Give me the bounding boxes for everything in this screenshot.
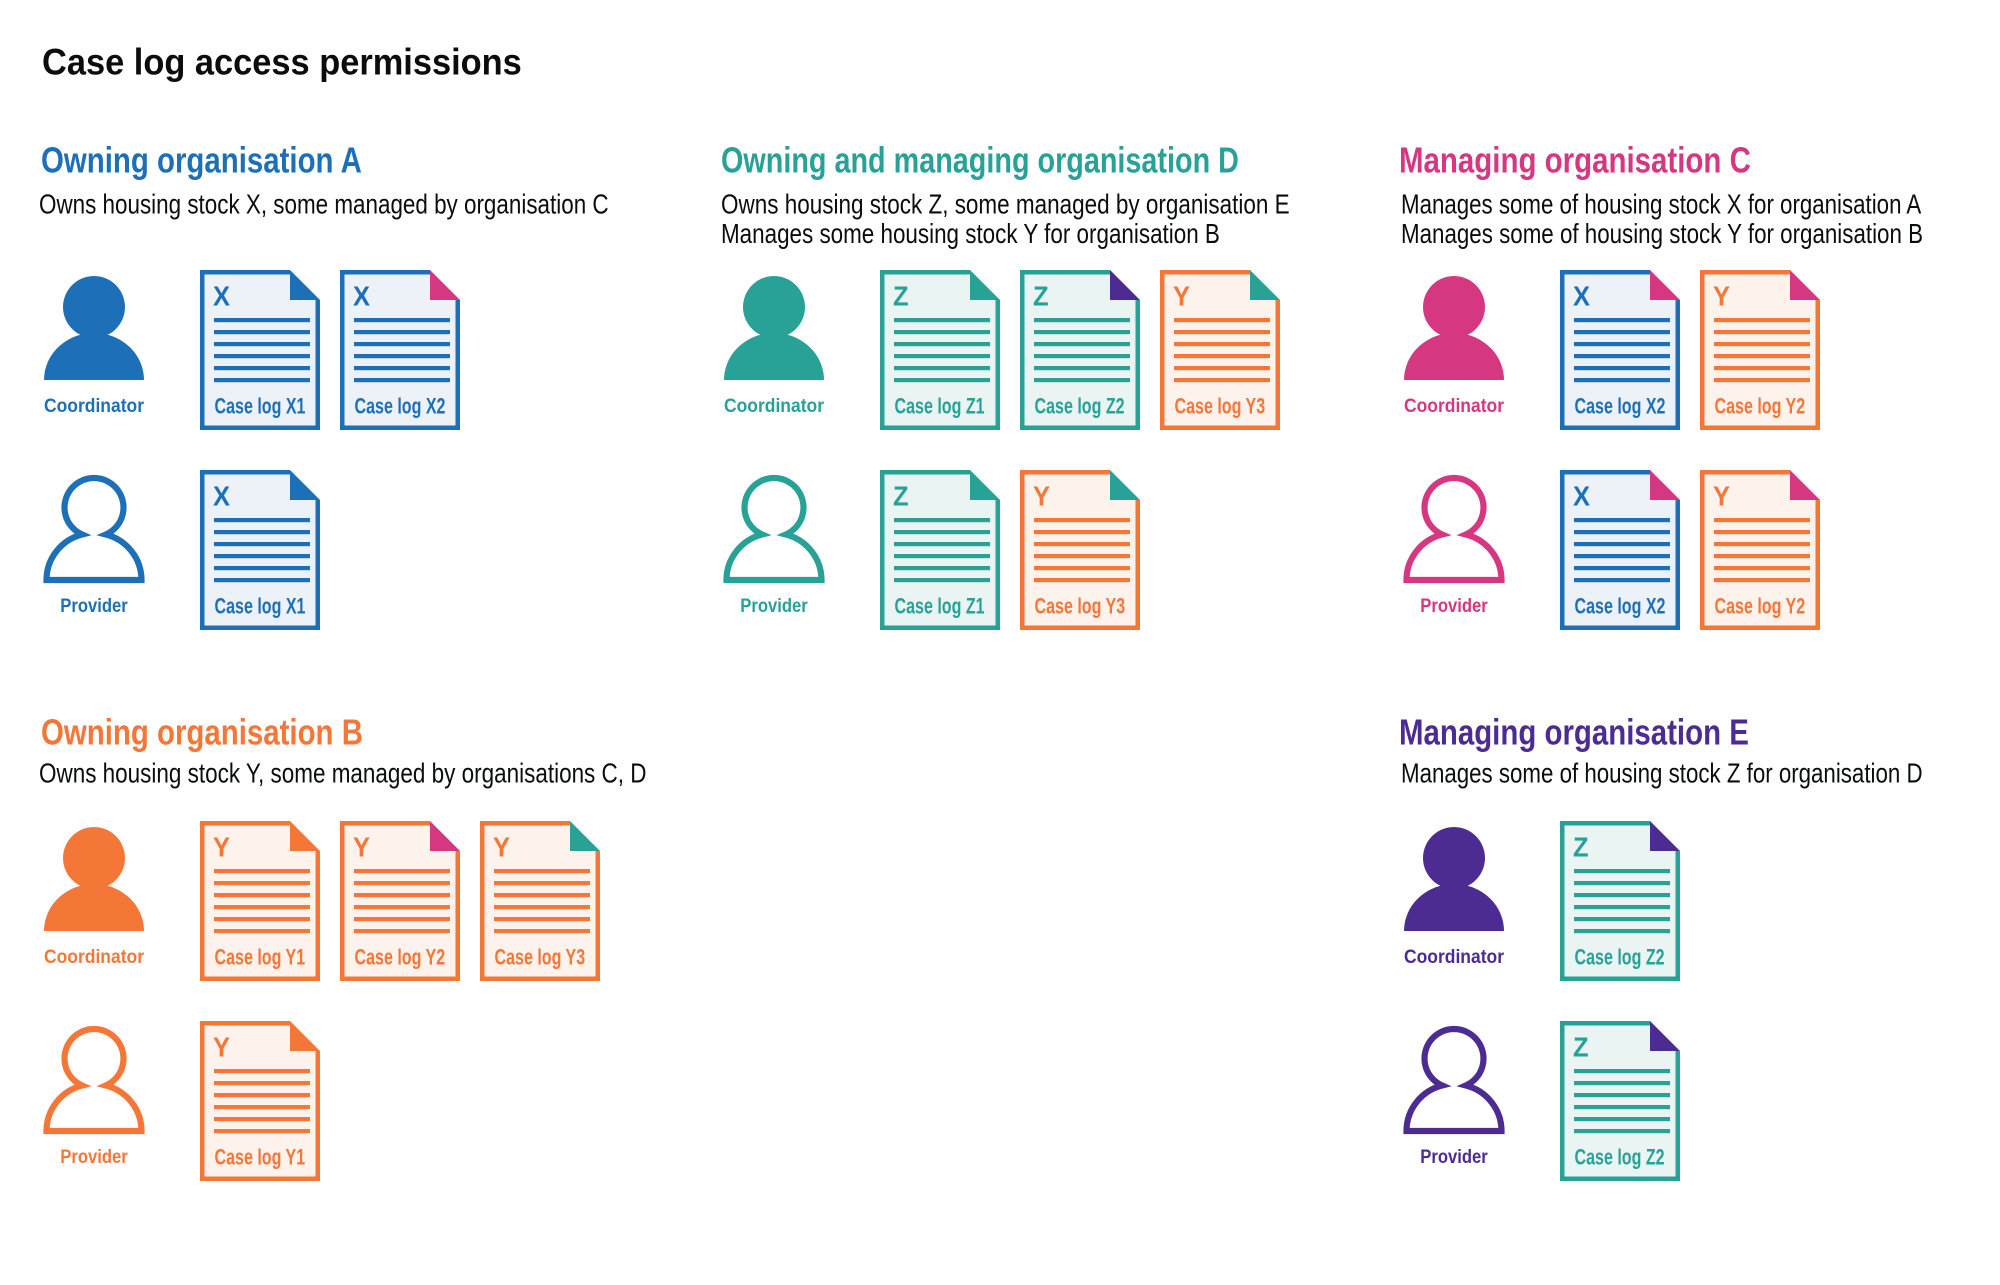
svg-text:X: X <box>213 280 230 311</box>
svg-text:Y: Y <box>1713 480 1730 511</box>
svg-text:Case log Y1: Case log Y1 <box>215 1146 306 1170</box>
svg-text:Manages some of housing stock: Manages some of housing stock X for orga… <box>1401 189 1922 220</box>
svg-text:Coordinator: Coordinator <box>44 394 144 416</box>
svg-text:Y: Y <box>213 1031 230 1062</box>
svg-text:Coordinator: Coordinator <box>44 945 144 967</box>
svg-text:Y: Y <box>1173 280 1190 311</box>
svg-text:Manages some of housing stock: Manages some of housing stock Y for orga… <box>1401 219 1923 250</box>
svg-text:X: X <box>1573 280 1590 311</box>
svg-text:Case log Y3: Case log Y3 <box>495 946 586 970</box>
svg-text:Z: Z <box>1573 1031 1589 1062</box>
svg-text:Owning organisation B: Owning organisation B <box>41 712 363 753</box>
svg-text:Case log X2: Case log X2 <box>1575 595 1666 619</box>
svg-text:Case log Z2: Case log Z2 <box>1575 946 1665 970</box>
svg-text:Provider: Provider <box>740 595 808 616</box>
svg-text:Case log Z1: Case log Z1 <box>895 595 985 619</box>
svg-text:Owns housing stock Y, some man: Owns housing stock Y, some managed by or… <box>39 758 646 789</box>
svg-text:Case log X1: Case log X1 <box>215 395 306 419</box>
svg-text:Case log Y1: Case log Y1 <box>215 946 306 970</box>
svg-text:Provider: Provider <box>1420 1146 1488 1167</box>
svg-text:Managing organisation C: Managing organisation C <box>1399 140 1751 181</box>
svg-text:Case log Z2: Case log Z2 <box>1575 1146 1665 1170</box>
svg-text:Owns housing stock Z, some man: Owns housing stock Z, some managed by or… <box>721 189 1290 220</box>
svg-text:Manages some of housing stock: Manages some of housing stock Z for orga… <box>1401 758 1923 789</box>
svg-text:Y: Y <box>493 831 510 862</box>
svg-text:Y: Y <box>353 831 370 862</box>
svg-text:Case log X2: Case log X2 <box>1575 395 1666 419</box>
svg-text:Owning organisation A: Owning organisation A <box>41 140 362 181</box>
svg-text:Provider: Provider <box>1420 595 1488 616</box>
svg-text:X: X <box>353 280 370 311</box>
svg-text:Case log access permissions: Case log access permissions <box>42 40 522 83</box>
svg-text:Provider: Provider <box>60 1146 128 1167</box>
svg-text:Coordinator: Coordinator <box>724 394 824 416</box>
svg-text:Coordinator: Coordinator <box>1404 394 1504 416</box>
svg-text:Manages some housing stock Y f: Manages some housing stock Y for organis… <box>721 219 1220 250</box>
svg-text:Case log Z1: Case log Z1 <box>895 395 985 419</box>
svg-text:Case log Z2: Case log Z2 <box>1035 395 1125 419</box>
svg-text:Z: Z <box>1033 280 1049 311</box>
svg-text:Provider: Provider <box>60 595 128 616</box>
svg-text:Z: Z <box>893 480 909 511</box>
svg-text:Case log Y3: Case log Y3 <box>1175 395 1266 419</box>
svg-text:Y: Y <box>213 831 230 862</box>
svg-text:Coordinator: Coordinator <box>1404 945 1504 967</box>
svg-text:X: X <box>1573 480 1590 511</box>
svg-text:X: X <box>213 480 230 511</box>
svg-text:Managing organisation E: Managing organisation E <box>1399 712 1749 753</box>
svg-text:Case log Y2: Case log Y2 <box>1715 395 1806 419</box>
svg-text:Z: Z <box>1573 831 1589 862</box>
svg-text:Y: Y <box>1033 480 1050 511</box>
svg-text:Case log X2: Case log X2 <box>355 395 446 419</box>
svg-text:Z: Z <box>893 280 909 311</box>
svg-text:Case log Y2: Case log Y2 <box>1715 595 1806 619</box>
svg-text:Owns housing stock X, some man: Owns housing stock X, some managed by or… <box>39 189 609 220</box>
svg-text:Owning and managing organisati: Owning and managing organisation D <box>721 139 1239 180</box>
svg-text:Y: Y <box>1713 280 1730 311</box>
svg-text:Case log Y3: Case log Y3 <box>1035 595 1126 619</box>
svg-text:Case log X1: Case log X1 <box>215 595 306 619</box>
svg-text:Case log Y2: Case log Y2 <box>355 946 446 970</box>
